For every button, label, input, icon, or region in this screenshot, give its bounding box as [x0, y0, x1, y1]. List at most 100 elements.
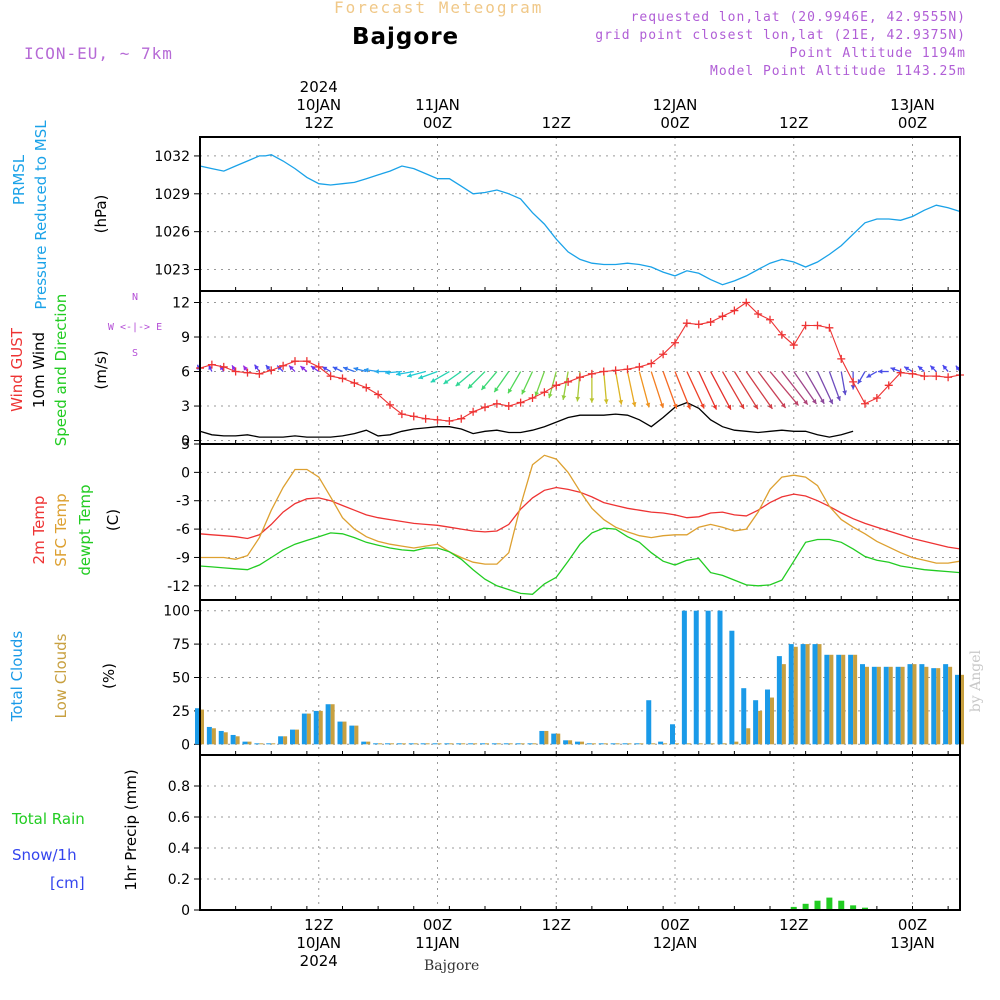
- wind-gust-marker: [599, 367, 608, 376]
- wind-gust-marker: [884, 381, 893, 390]
- total-cloud-bar: [681, 610, 687, 745]
- total-cloud-bar: [432, 743, 438, 745]
- low-cloud-bar: [817, 644, 822, 745]
- total-cloud-bar: [301, 713, 307, 745]
- low-cloud-bar: [829, 654, 834, 745]
- low-clouds-label: Low Clouds: [52, 633, 70, 718]
- wind-arrow-head: [332, 366, 338, 371]
- low-cloud-bar: [686, 743, 691, 745]
- clouds-ytick-label: 50: [172, 671, 190, 687]
- low-cloud-bar: [734, 741, 739, 745]
- wind-arrow-head: [819, 398, 825, 404]
- total-cloud-bar: [456, 743, 462, 745]
- total-cloud-bar: [729, 630, 735, 745]
- total-cloud-bar: [396, 743, 402, 745]
- low-cloud-bar: [247, 741, 252, 745]
- pressure-panel-frame: [199, 136, 961, 292]
- wind-arrow: [721, 371, 745, 410]
- low-cloud-bar: [853, 654, 858, 745]
- wind-arrow-head: [265, 365, 271, 370]
- wind-gust-marker: [374, 390, 383, 399]
- low-cloud-bar: [366, 741, 371, 745]
- wind-gust-marker: [279, 361, 288, 370]
- rain-legend: Total Rain: [11, 810, 85, 828]
- wind-arrow-head: [866, 373, 872, 378]
- grid-point-location: grid point closest lon,lat (21E, 42.9375…: [595, 28, 966, 43]
- low-cloud-bar: [912, 664, 917, 745]
- total-cloud-bar: [776, 656, 782, 745]
- model-point-altitude: Model Point Altitude 1143.25m: [710, 64, 966, 79]
- t2m-label: 2m Temp: [30, 496, 48, 565]
- wind-arrow: [816, 371, 834, 405]
- wind-arrow-head: [850, 385, 856, 390]
- compass-n: N: [132, 292, 138, 303]
- total-cloud-bar: [325, 704, 331, 745]
- total-cloud-bar: [206, 726, 212, 745]
- rain-bar: [826, 897, 833, 910]
- snow-legend: Snow/1h: [12, 846, 77, 864]
- station-name: Bajgore: [352, 24, 460, 50]
- low-cloud-bar: [223, 732, 228, 745]
- wind-arrow-head: [430, 378, 436, 383]
- total-clouds-label: Total Clouds: [8, 631, 26, 723]
- total-cloud-bar: [349, 725, 355, 745]
- sfc-label: SFC Temp: [52, 493, 70, 566]
- low-cloud-bar: [900, 666, 905, 745]
- wind-arrow: [562, 371, 569, 401]
- wind-arrow: [638, 371, 650, 408]
- wind-arrow: [686, 371, 705, 409]
- total-cloud-bar: [907, 664, 913, 745]
- bottom-axis-label: 00Z: [660, 916, 689, 934]
- temperature-ytick-label: 3: [181, 437, 190, 453]
- clouds-ytick-label: 100: [163, 604, 190, 620]
- wind-arrow-head: [828, 399, 834, 405]
- wind-gust-marker: [825, 323, 834, 332]
- bottom-axis-label: 00Z: [423, 916, 452, 934]
- wind-gust-marker: [207, 360, 216, 369]
- wind-arrow: [805, 371, 825, 405]
- wind-gust-marker: [706, 318, 715, 327]
- low-cloud-bar: [948, 666, 953, 745]
- total-cloud-bar: [480, 743, 485, 745]
- wind-arrow-head: [407, 373, 412, 378]
- wind-gust-marker: [920, 372, 929, 381]
- wind-gust-marker: [671, 338, 679, 347]
- top-axis-label: 11JAN: [415, 96, 460, 114]
- snow-units: [cm]: [50, 874, 85, 892]
- wind-gust-marker: [611, 366, 620, 375]
- wind-arrow-head: [955, 365, 961, 371]
- low-cloud-bar: [888, 666, 893, 745]
- total-cloud-bar: [503, 743, 509, 745]
- wind-arrow: [769, 371, 800, 406]
- total-cloud-bar: [575, 741, 580, 745]
- wind-gust-marker: [932, 372, 941, 381]
- low-cloud-bar: [651, 743, 656, 745]
- wind-gust-marker: [481, 403, 489, 412]
- precip-ytick-label: 0.6: [168, 810, 190, 826]
- wind-gust-marker: [386, 400, 394, 409]
- total-cloud-bar: [765, 689, 770, 745]
- temp-units: (C): [104, 509, 122, 531]
- total-cloud-bar: [230, 734, 236, 745]
- low-cloud-bar: [354, 725, 359, 745]
- total-cloud-bar: [420, 743, 426, 745]
- total-cloud-bar: [670, 724, 675, 745]
- wind-arrow-head: [930, 365, 936, 371]
- bottom-axis-label: 12Z: [304, 916, 333, 934]
- wind-gust-marker: [777, 330, 786, 339]
- low-cloud-bar: [781, 664, 786, 745]
- wind-gust-marker: [445, 416, 454, 425]
- wind-arrow-head: [521, 389, 526, 395]
- bottom-axis-label: 00Z: [898, 916, 927, 934]
- low-cloud-bar: [876, 666, 881, 745]
- wind-gust-marker: [516, 398, 525, 407]
- wind-gust-marker: [326, 372, 335, 381]
- wind-arrow-head: [322, 366, 328, 371]
- wind-arrow-head: [712, 404, 717, 410]
- wind-arrow-head: [310, 366, 316, 371]
- low-cloud-bar: [461, 743, 466, 745]
- model-name: ICON-EU, ~ 7km: [24, 44, 173, 63]
- temperature-ytick-label: -6: [176, 522, 190, 538]
- wind-arrow-head: [353, 366, 359, 372]
- low-cloud-bar: [283, 736, 288, 745]
